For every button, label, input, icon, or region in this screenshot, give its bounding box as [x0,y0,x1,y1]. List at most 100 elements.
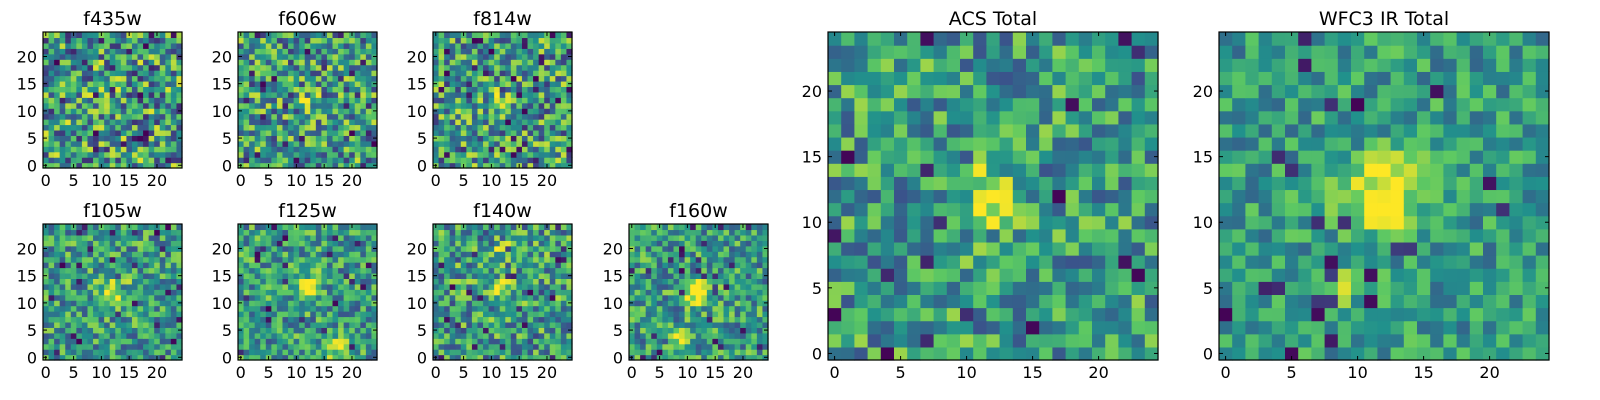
heatmap-cell [1118,294,1133,309]
heatmap-cell [93,135,100,142]
heatmap-cell [43,316,50,323]
heatmap-cell [243,140,250,147]
heatmap-cell [115,70,122,77]
heatmap-cell [466,224,473,231]
heatmap-cell [48,224,55,231]
heatmap-cell [634,354,641,361]
heatmap-cell [544,48,551,55]
heatmap-cell [98,256,105,263]
heatmap-cell [315,311,322,318]
heatmap-cell [444,349,451,356]
heatmap-cell [354,91,361,98]
heatmap-cell [483,305,490,312]
heatmap-cell [271,283,278,290]
heatmap-cell [137,70,144,77]
heatmap-cell [254,37,261,44]
heatmap-cell [54,59,61,66]
heatmap-cell [115,32,122,39]
heatmap-cell [254,157,261,164]
heatmap-cell [65,48,72,55]
heatmap-cell [148,70,155,77]
heatmap-cell [466,53,473,60]
heatmap-cell [243,37,250,44]
heatmap-cell [533,70,540,77]
heatmap-cell [483,327,490,334]
heatmap-cell [143,42,150,49]
heatmap-cell [712,240,719,247]
heatmap-cell [1131,241,1146,256]
heatmap-cell [560,37,568,44]
heatmap-cell [527,102,534,109]
heatmap-cell [828,241,842,256]
heatmap-cell [154,157,161,164]
heatmap-cell [1052,333,1067,348]
heatmap-cell [560,251,568,258]
heatmap-cell [756,289,764,296]
x-tick-label: 5 [68,363,78,382]
heatmap-cell [667,229,675,236]
heatmap-cell [354,140,361,147]
heatmap-cell [521,343,529,350]
heatmap-cell [684,278,691,285]
heatmap-cell [651,349,658,356]
heatmap-cell [338,86,345,93]
heatmap-cell [449,354,456,361]
heatmap-cell [679,338,686,345]
heatmap-cell [734,240,741,247]
heatmap-cell [690,251,697,258]
heatmap-cell [1012,176,1027,191]
heatmap-cell [527,289,534,296]
heatmap-cell [126,135,133,142]
heatmap-cell [933,255,948,269]
heatmap-cell [238,70,245,77]
heatmap-cell [126,64,133,71]
heatmap-cell [54,135,61,142]
heatmap-cell [907,150,921,164]
heatmap-cell [299,272,306,279]
heatmap-cell [371,64,378,71]
heatmap-cell [488,70,495,77]
heatmap-cell [115,146,122,153]
heatmap-cell [449,321,456,328]
heatmap-cell [43,305,50,312]
heatmap-cell [76,119,83,126]
heatmap-cell [276,108,284,115]
heatmap-cell [176,42,183,49]
heatmap-cell [276,267,284,274]
heatmap-cell [651,316,658,323]
heatmap-cell [282,86,289,93]
heatmap-cell [460,338,467,345]
heatmap-cell [338,102,345,109]
heatmap-cell [549,251,556,258]
heatmap-cell [271,289,278,296]
heatmap-cell [433,316,440,323]
heatmap-cell [165,108,172,115]
heatmap-cell [527,124,534,131]
heatmap-cell [505,256,512,263]
heatmap-cell [505,42,512,49]
heatmap-cell [349,146,356,153]
heatmap-cell [310,75,317,82]
heatmap-cell [499,124,506,131]
heatmap-cell [695,332,702,339]
heatmap-cell [455,59,462,66]
heatmap-cell [360,289,367,296]
heatmap-cell [81,48,89,55]
heatmap-cell [371,240,378,247]
heatmap-cell [332,240,339,247]
y-tick-label: 10 [212,294,232,313]
heatmap-cell [684,229,691,236]
heatmap-cell [249,245,256,252]
heatmap-cell [126,70,133,77]
heatmap-cell [444,267,451,274]
x-tick-label: 15 [314,363,334,382]
heatmap-cell [249,157,256,164]
heatmap-cell [841,189,855,204]
heatmap-cell [527,338,534,345]
heatmap-cell [87,119,94,126]
heatmap-cell [488,327,495,334]
heatmap-cell [332,157,339,164]
heatmap-cell [521,119,529,126]
heatmap-cell [276,91,284,98]
heatmap-cell [148,316,155,323]
